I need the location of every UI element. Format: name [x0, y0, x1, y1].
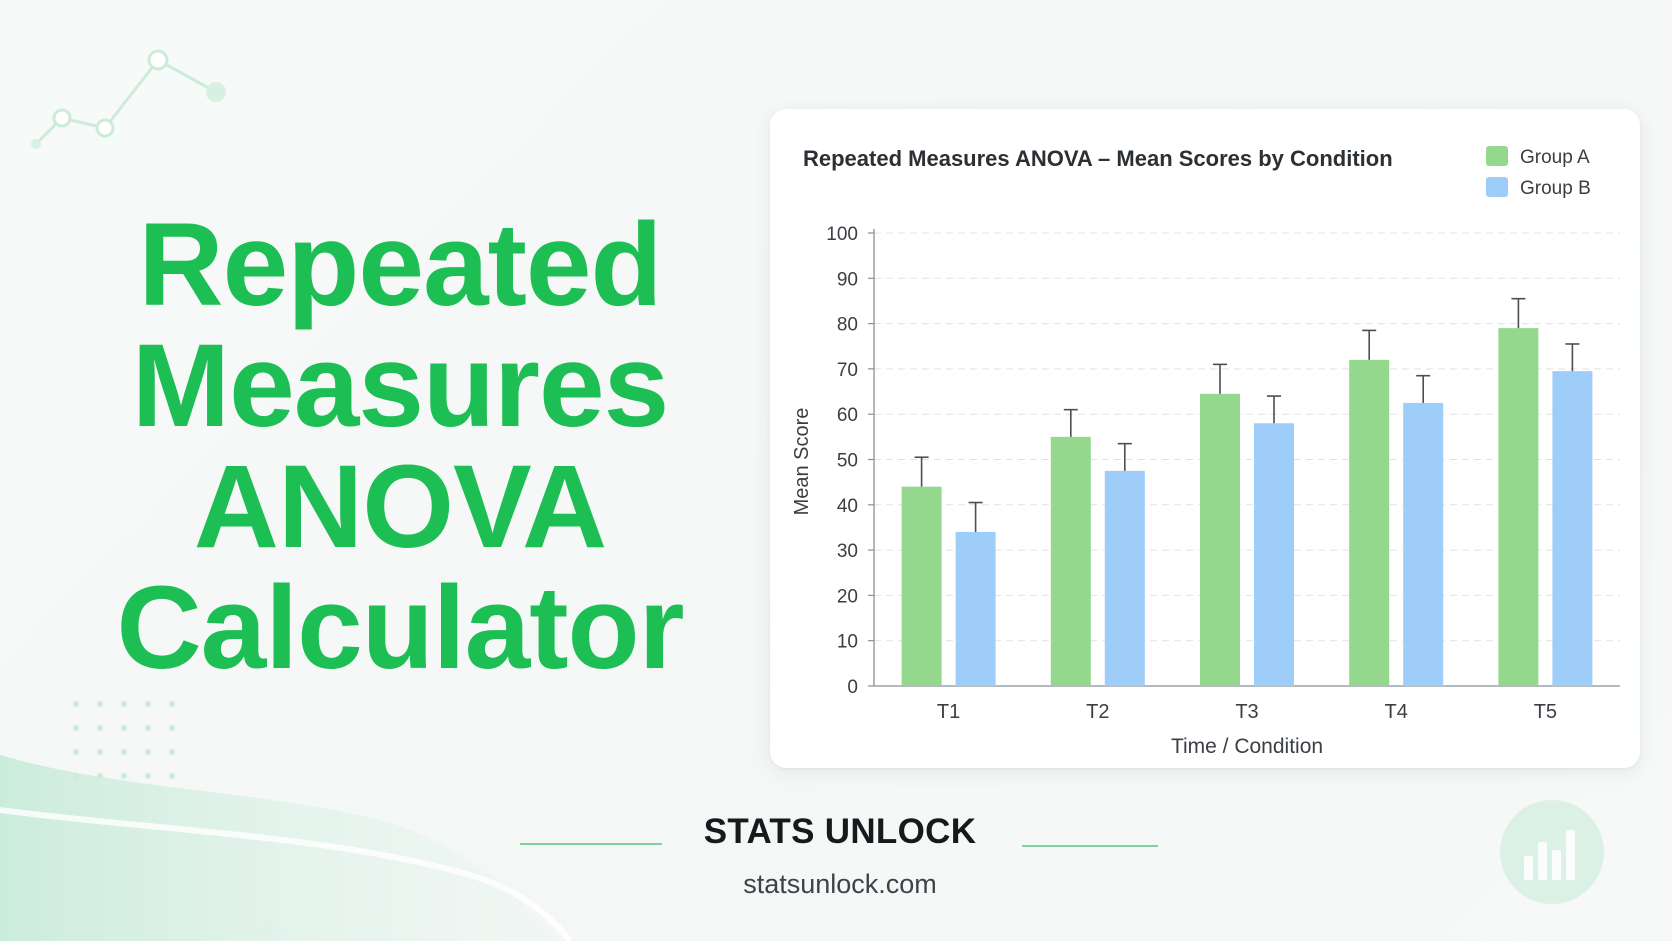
decoration-dot	[97, 749, 103, 755]
legend-swatch	[1486, 177, 1508, 197]
decoration-dot	[169, 725, 175, 731]
hero-title-line: Measures	[131, 320, 669, 452]
decoration-dot	[169, 701, 175, 707]
decoration-dot	[97, 701, 103, 707]
bar-chart: Repeated Measures ANOVA – Mean Scores by…	[791, 146, 1620, 758]
brand-name: STATS UNLOCK	[703, 812, 977, 851]
hero-title: Repeated Measures ANOVA Calculator	[60, 205, 740, 689]
bar-group-a	[1349, 359, 1390, 686]
y-tick-label: 50	[837, 451, 858, 472]
bar-group-a	[901, 486, 942, 686]
decoration-dot	[73, 701, 79, 707]
decoration-dot	[121, 773, 127, 779]
decoration-dot	[121, 749, 127, 755]
dot-grid-decoration-icon	[73, 701, 175, 779]
y-tick-label: 30	[837, 541, 858, 562]
x-tick-label: T3	[1235, 701, 1258, 723]
bar-group-b	[955, 531, 996, 686]
y-axis-label: Mean Score	[791, 408, 813, 516]
y-tick-label: 80	[837, 315, 858, 336]
x-tick-label: T2	[1086, 701, 1109, 723]
y-tick-label: 20	[837, 586, 858, 607]
decoration-dot	[169, 749, 175, 755]
bar-group-a	[1498, 328, 1539, 686]
bar-group-b	[1104, 470, 1145, 686]
divider-line	[1022, 845, 1158, 847]
y-tick-label: 40	[837, 496, 858, 517]
y-tick-label: 0	[847, 677, 858, 698]
decoration-dot	[121, 725, 127, 731]
divider-line	[520, 843, 662, 845]
hero-title-line: ANOVA	[193, 441, 607, 573]
y-tick-label: 100	[826, 224, 858, 245]
decoration-dot	[97, 725, 103, 731]
decoration-dot	[145, 749, 151, 755]
legend-label: Group A	[1520, 147, 1590, 168]
chart-title: Repeated Measures ANOVA – Mean Scores by…	[803, 146, 1393, 171]
y-tick-label: 70	[837, 360, 858, 381]
bar-group-b	[1552, 371, 1593, 686]
logo-badge	[1500, 800, 1604, 904]
decoration-dot	[145, 701, 151, 707]
bar-group-b	[1254, 423, 1294, 686]
decoration-dot	[73, 773, 79, 779]
bar-group-a	[1200, 393, 1240, 686]
y-tick-label: 10	[837, 632, 858, 653]
hero-title-line: Calculator	[116, 562, 684, 694]
decoration-dot	[145, 773, 151, 779]
x-tick-label: T1	[937, 701, 960, 723]
brand-url: statsunlock.com	[743, 869, 937, 899]
legend-swatch	[1486, 146, 1508, 166]
x-axis-label: Time / Condition	[1171, 735, 1323, 758]
bar-chart-logo-icon	[1524, 830, 1575, 880]
decoration-dot	[73, 749, 79, 755]
x-tick-label: T4	[1385, 701, 1408, 723]
y-tick-label: 90	[837, 269, 858, 290]
bar-group-a	[1050, 436, 1091, 686]
legend-label: Group B	[1520, 178, 1591, 199]
decoration-dot	[145, 725, 151, 731]
decoration-dot	[121, 701, 127, 707]
chart-card: Repeated Measures ANOVA – Mean Scores by…	[770, 109, 1640, 768]
decoration-dot	[97, 773, 103, 779]
decoration-dot	[169, 773, 175, 779]
hero-title-line: Repeated	[138, 199, 662, 331]
line-graph-decoration-icon	[31, 49, 226, 149]
bar-group-b	[1403, 402, 1444, 686]
decoration-dot	[73, 725, 79, 731]
y-tick-label: 60	[837, 405, 858, 426]
x-tick-label: T5	[1534, 701, 1557, 723]
